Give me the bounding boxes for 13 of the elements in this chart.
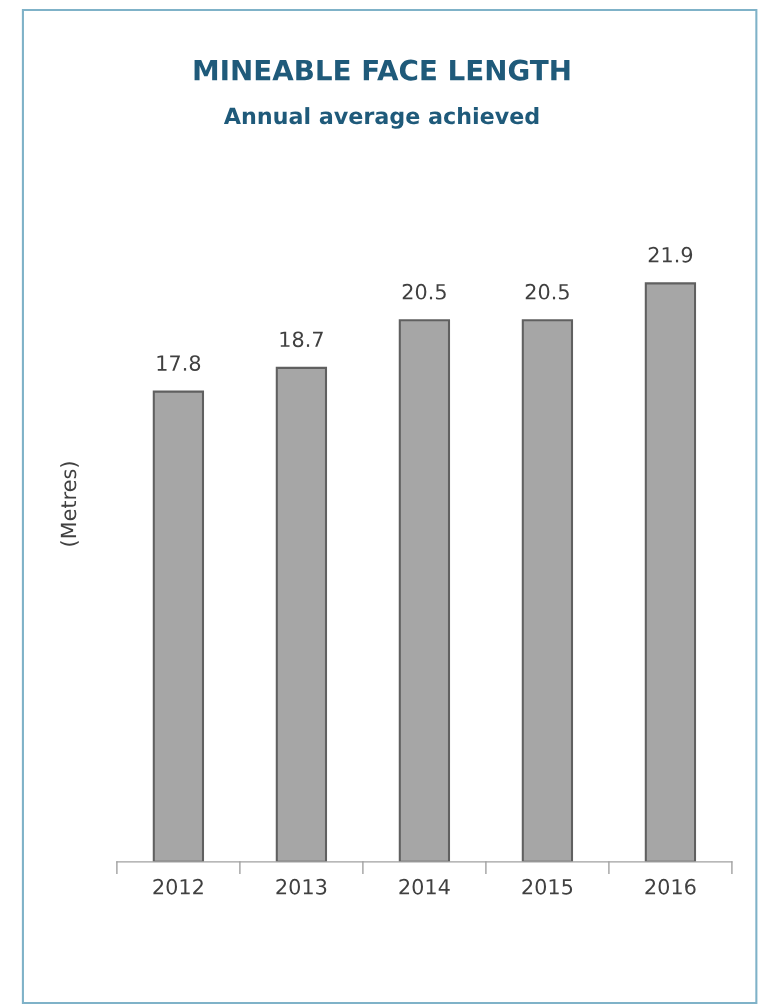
x-tick-label: 2014 bbox=[399, 878, 450, 895]
x-tick-label: 2013 bbox=[276, 878, 327, 895]
x-tick-label: 2015 bbox=[522, 878, 573, 895]
chart-title: MINEABLE FACE LENGTH bbox=[194, 59, 570, 81]
chart-subtitle: Annual average achieved bbox=[223, 107, 539, 129]
data-label: 21.9 bbox=[648, 246, 693, 263]
data-label: 20.5 bbox=[402, 283, 446, 300]
y-axis-title: (Metres) bbox=[60, 462, 79, 546]
data-label: 18.7 bbox=[280, 331, 323, 348]
data-label: 17.8 bbox=[157, 355, 201, 371]
x-tick-label: 2012 bbox=[153, 878, 203, 895]
x-tick-label: 2016 bbox=[645, 878, 696, 895]
data-label: 20.5 bbox=[525, 283, 569, 300]
